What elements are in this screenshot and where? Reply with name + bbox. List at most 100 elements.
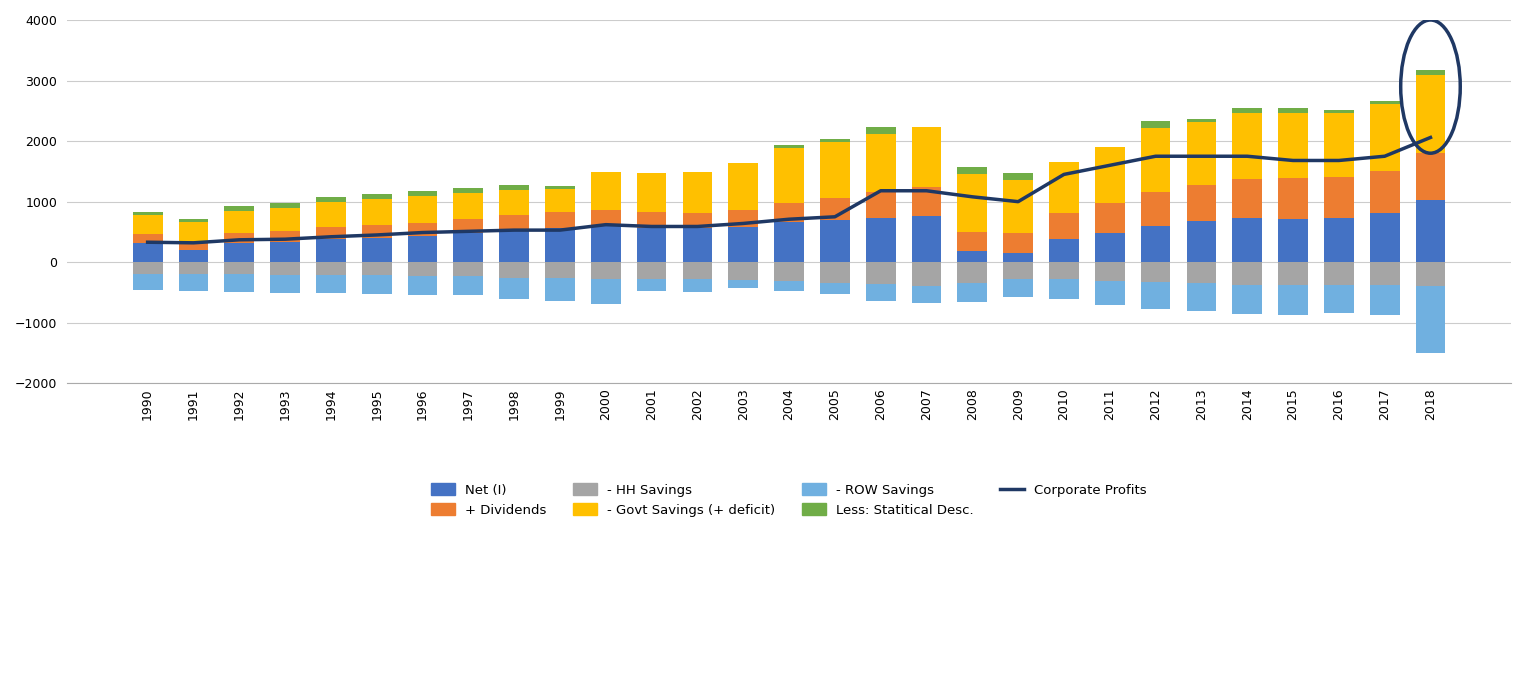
Bar: [774, 145, 804, 148]
Bar: [1416, 286, 1445, 353]
Bar: [591, 279, 621, 305]
Bar: [362, 194, 392, 199]
Bar: [774, 281, 804, 291]
Bar: [1416, 70, 1445, 75]
Bar: [133, 262, 162, 274]
Bar: [1094, 262, 1125, 281]
Bar: [499, 262, 530, 277]
Bar: [179, 250, 209, 262]
Bar: [1279, 109, 1308, 113]
Bar: [179, 275, 209, 291]
Bar: [1187, 221, 1216, 262]
Bar: [407, 236, 438, 262]
Bar: [1048, 213, 1079, 238]
Bar: [1233, 113, 1262, 178]
Bar: [636, 212, 667, 229]
Bar: [728, 262, 758, 280]
Bar: [1233, 108, 1262, 113]
Bar: [499, 231, 530, 262]
Bar: [362, 238, 392, 262]
Bar: [1233, 262, 1262, 284]
Bar: [636, 229, 667, 262]
Bar: [179, 222, 209, 240]
Bar: [911, 286, 942, 303]
Bar: [682, 171, 713, 213]
Bar: [270, 203, 301, 208]
Bar: [1048, 162, 1079, 213]
Bar: [1370, 104, 1399, 171]
Bar: [1279, 219, 1308, 262]
Bar: [1141, 121, 1170, 128]
Bar: [636, 174, 667, 212]
Bar: [1233, 218, 1262, 262]
Bar: [224, 275, 255, 291]
Bar: [911, 127, 942, 187]
Bar: [957, 232, 987, 252]
Bar: [774, 222, 804, 262]
Bar: [316, 227, 346, 239]
Bar: [865, 192, 896, 218]
Bar: [1141, 262, 1170, 282]
Bar: [270, 275, 301, 293]
Bar: [1233, 284, 1262, 314]
Bar: [1416, 75, 1445, 153]
Bar: [1233, 178, 1262, 218]
Bar: [728, 227, 758, 262]
Bar: [1370, 285, 1399, 316]
Bar: [1325, 262, 1354, 284]
Bar: [911, 187, 942, 216]
Bar: [865, 284, 896, 301]
Legend: Net (I), + Dividends, - HH Savings, - Govt Savings (+ deficit), - ROW Savings, L: Net (I), + Dividends, - HH Savings, - Go…: [426, 478, 1152, 522]
Bar: [1094, 147, 1125, 203]
Bar: [224, 233, 255, 243]
Bar: [1370, 262, 1399, 285]
Bar: [133, 234, 162, 243]
Bar: [362, 199, 392, 225]
Bar: [179, 240, 209, 250]
Bar: [316, 275, 346, 293]
Bar: [224, 243, 255, 262]
Bar: [270, 231, 301, 242]
Bar: [224, 211, 255, 233]
Bar: [1187, 262, 1216, 283]
Bar: [728, 280, 758, 288]
Bar: [819, 198, 850, 220]
Bar: [133, 215, 162, 234]
Bar: [1187, 185, 1216, 221]
Bar: [682, 213, 713, 229]
Bar: [499, 215, 530, 231]
Bar: [133, 274, 162, 291]
Bar: [636, 262, 667, 279]
Bar: [545, 213, 575, 229]
Bar: [1094, 281, 1125, 305]
Bar: [316, 262, 346, 275]
Bar: [453, 192, 484, 219]
Bar: [865, 218, 896, 262]
Bar: [591, 210, 621, 227]
Bar: [1416, 262, 1445, 286]
Bar: [1048, 238, 1079, 262]
Bar: [453, 276, 484, 296]
Bar: [1048, 279, 1079, 299]
Bar: [1003, 252, 1033, 262]
Bar: [407, 276, 438, 295]
Bar: [270, 262, 301, 275]
Bar: [133, 213, 162, 215]
Bar: [453, 188, 484, 192]
Bar: [1325, 284, 1354, 313]
Bar: [1325, 177, 1354, 218]
Bar: [1187, 122, 1216, 185]
Bar: [407, 196, 438, 223]
Bar: [499, 277, 530, 299]
Bar: [957, 252, 987, 262]
Bar: [545, 185, 575, 190]
Bar: [545, 278, 575, 301]
Bar: [1003, 180, 1033, 233]
Bar: [819, 142, 850, 198]
Bar: [270, 242, 301, 262]
Bar: [316, 239, 346, 262]
Bar: [545, 229, 575, 262]
Bar: [1416, 153, 1445, 200]
Bar: [591, 227, 621, 262]
Bar: [682, 279, 713, 291]
